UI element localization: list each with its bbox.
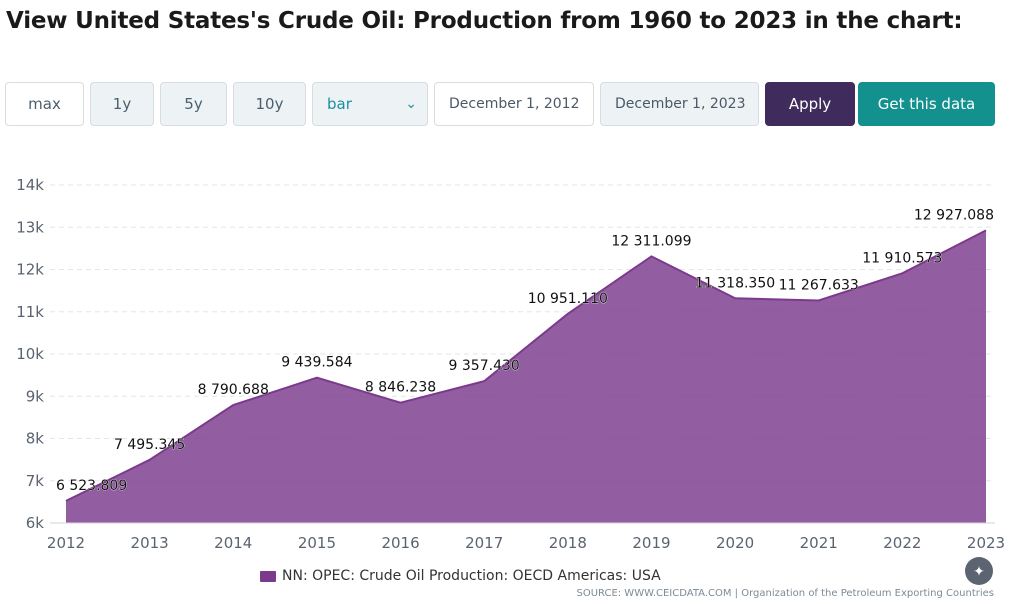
x-tick-label: 2014 [214, 534, 252, 552]
y-tick-label: 8k [26, 430, 45, 448]
x-tick-label: 2021 [800, 534, 838, 552]
data-label: 11 318.350 [695, 275, 775, 291]
chart-type-select[interactable]: bar ⌄ [312, 82, 428, 126]
data-label: 7 495.345 [114, 437, 185, 453]
area-chart: 6k 7k 8k 9k 10k 11k 12k 13k 14k 2012 2013 2014 2015… [16, 176, 1005, 552]
data-label: 12 311.099 [611, 233, 691, 249]
chart-toolbar: max 1y 5y 10y bar ⌄ December 1, 2012 Dec… [0, 82, 1024, 130]
apply-button[interactable]: Apply [765, 82, 855, 126]
chevron-down-icon: ⌄ [405, 96, 417, 112]
range-1y-button[interactable]: 1y [90, 82, 154, 126]
data-label: 9 439.584 [281, 355, 352, 371]
y-tick-label: 11k [16, 303, 44, 321]
page-title: View United States's Crude Oil: Producti… [6, 8, 963, 34]
x-axis-ticks: 2012 2013 2014 2015 2016 2017 2018 2019 2020 2021… [47, 522, 1005, 552]
y-tick-label: 13k [16, 218, 44, 236]
data-label: 6 523.809 [56, 478, 127, 494]
data-label: 8 790.688 [198, 382, 269, 398]
chart-type-value: bar [327, 95, 352, 113]
series-area[interactable] [66, 230, 986, 523]
x-tick-label: 2018 [549, 534, 587, 552]
series-line [65, 229, 987, 502]
y-tick-label: 14k [16, 176, 44, 194]
x-tick-label: 2023 [967, 534, 1005, 552]
x-tick-label: 2017 [465, 534, 503, 552]
chart-legend[interactable]: NN: OPEC: Crude Oil Production: OECD Ame… [260, 568, 661, 584]
start-date-field[interactable]: December 1, 2012 [434, 82, 594, 126]
range-10y-button[interactable]: 10y [233, 82, 306, 126]
x-tick-label: 2015 [298, 534, 336, 552]
y-tick-label: 12k [16, 261, 44, 279]
data-label: 11 910.573 [862, 250, 942, 266]
x-tick-label: 2013 [131, 534, 169, 552]
legend-swatch [260, 570, 276, 582]
range-5y-button[interactable]: 5y [160, 82, 227, 126]
range-max-button[interactable]: max [5, 82, 84, 126]
data-label: 12 927.088 [914, 207, 994, 223]
data-label: 9 357.430 [449, 358, 520, 374]
x-tick-label: 2012 [47, 534, 85, 552]
y-tick-label: 6k [26, 514, 45, 532]
x-tick-label: 2022 [883, 534, 921, 552]
y-tick-label: 9k [26, 387, 45, 405]
y-tick-label: 10k [16, 345, 44, 363]
get-this-data-button[interactable]: Get this data [858, 82, 995, 126]
x-tick-label: 2016 [381, 534, 419, 552]
x-tick-label: 2020 [716, 534, 754, 552]
end-date-field[interactable]: December 1, 2023 [600, 82, 759, 126]
data-label: 8 846.238 [365, 380, 436, 396]
magic-wand-icon[interactable]: ✦ [965, 557, 993, 585]
legend-label: NN: OPEC: Crude Oil Production: OECD Ame… [282, 568, 661, 584]
data-label: 11 267.633 [779, 277, 859, 293]
y-axis-ticks: 6k 7k 8k 9k 10k 11k 12k 13k 14k [16, 176, 44, 532]
x-tick-label: 2019 [632, 534, 670, 552]
data-labels: 6 523.809 7 495.345 8 790.688 9 439.584 8 84… [56, 207, 995, 494]
data-label: 10 951.110 [528, 291, 608, 307]
source-note: SOURCE: WWW.CEICDATA.COM | Organization … [576, 588, 994, 599]
y-tick-label: 7k [26, 472, 45, 490]
